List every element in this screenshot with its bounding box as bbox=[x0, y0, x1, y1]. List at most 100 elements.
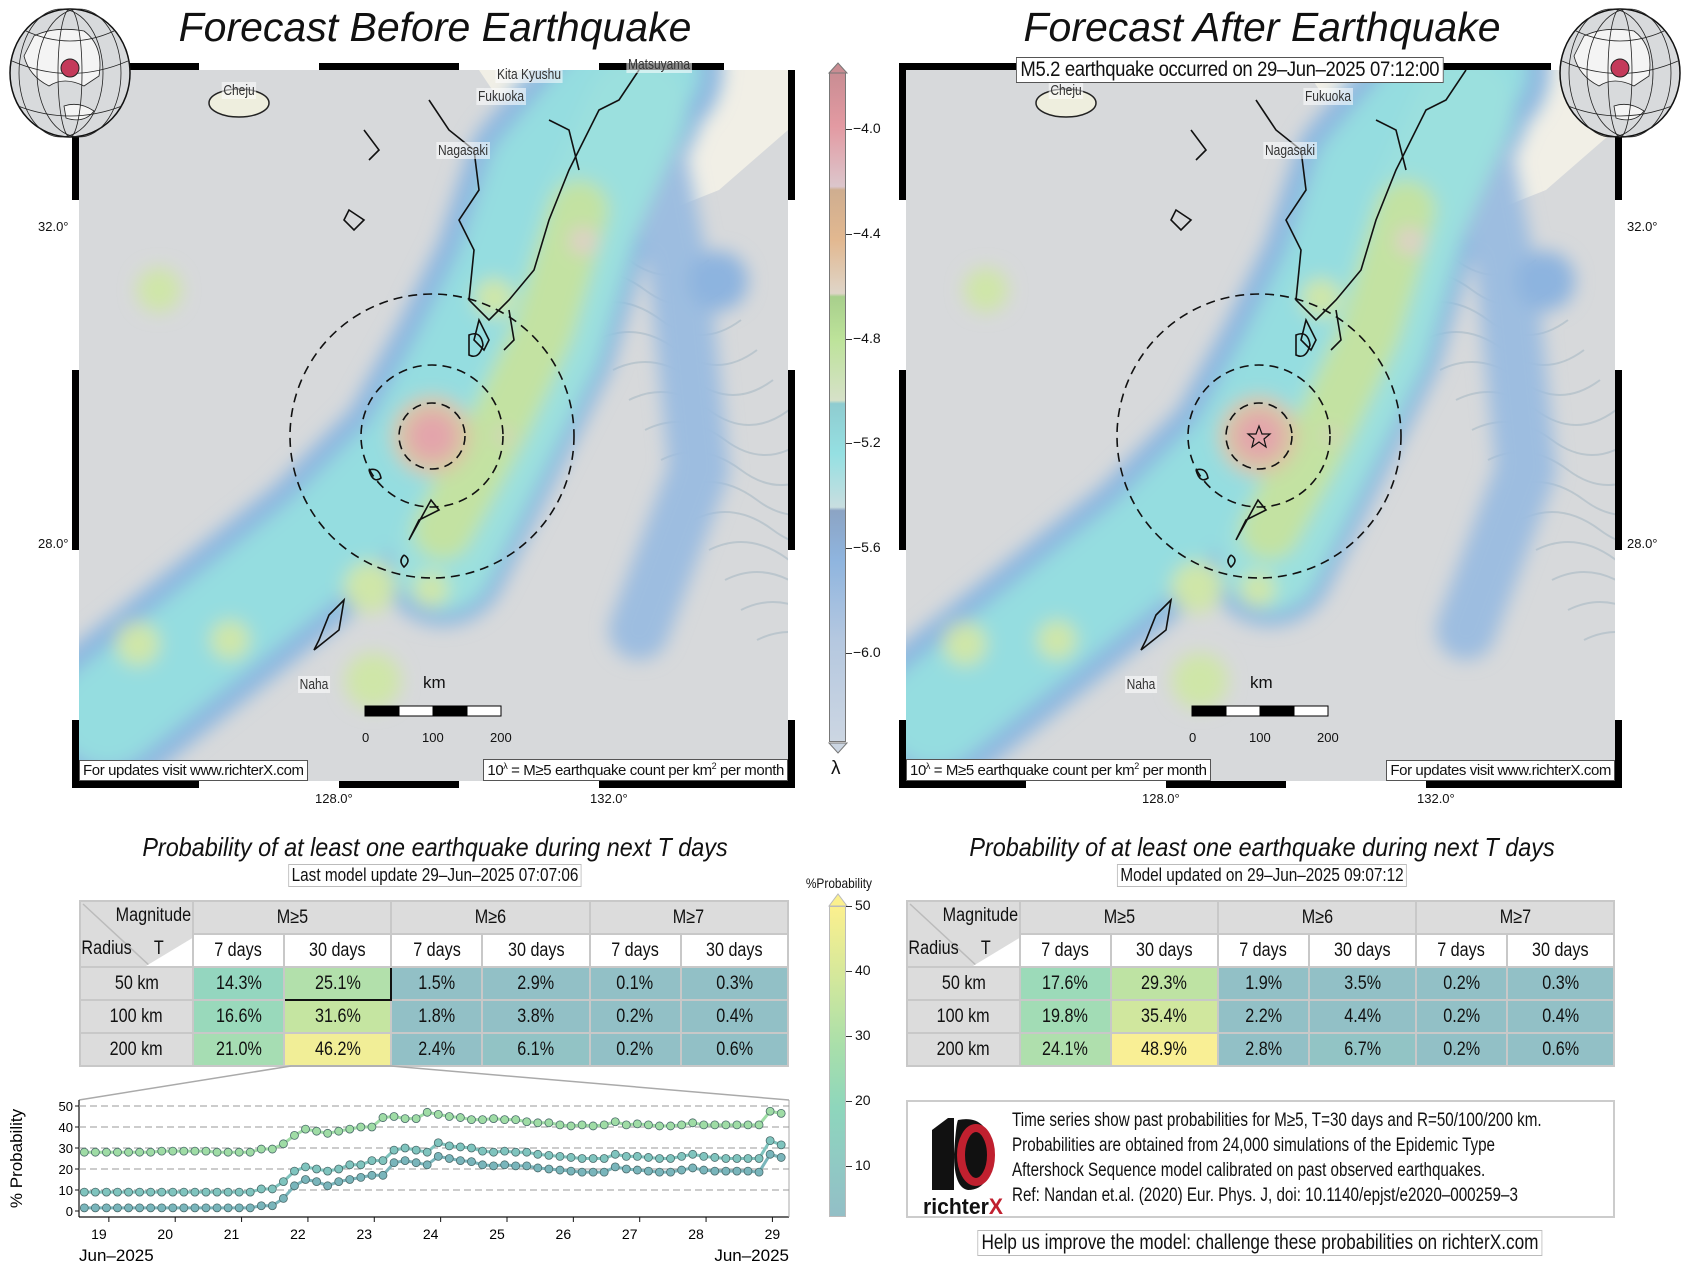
probability-value: 21.0% bbox=[215, 1038, 262, 1060]
magnitude-label: M≥7 bbox=[1499, 906, 1531, 928]
data-point bbox=[544, 1164, 554, 1174]
data-point bbox=[599, 1120, 609, 1130]
data-point bbox=[577, 1120, 587, 1130]
probability-value: 0.3% bbox=[715, 972, 753, 994]
data-point bbox=[710, 1120, 720, 1130]
data-point bbox=[378, 1113, 388, 1122]
updates-note: For updates visit www.richterX.com bbox=[1386, 760, 1615, 781]
scale-tick: 0 bbox=[1189, 730, 1197, 745]
data-point bbox=[190, 1187, 200, 1197]
data-point bbox=[655, 1167, 664, 1177]
magnitude-column-header: M≥6 bbox=[1216, 900, 1417, 935]
data-point bbox=[223, 1203, 233, 1213]
probability-cell: 25.1% bbox=[282, 966, 393, 1001]
probability-value: 31.6% bbox=[314, 1005, 361, 1027]
data-point bbox=[157, 1146, 167, 1156]
data-point bbox=[301, 1124, 310, 1134]
radius-header: Radius bbox=[908, 938, 959, 959]
probability-cell: 3.5% bbox=[1307, 966, 1417, 1001]
radius-50km-circle bbox=[398, 402, 466, 470]
data-point bbox=[334, 1177, 344, 1186]
data-point bbox=[455, 1142, 465, 1152]
lambda-note-mid: = M≥5 earthquake count per km bbox=[507, 762, 712, 779]
data-point bbox=[655, 1121, 664, 1131]
radius-label: 200 km bbox=[110, 1038, 163, 1060]
magnitude-label: M≥6 bbox=[474, 906, 507, 928]
challenge-link[interactable]: Help us improve the model: challenge the… bbox=[977, 1230, 1543, 1256]
x-tick-label: 23 bbox=[356, 1226, 372, 1242]
colorbar-tick-mark bbox=[846, 443, 852, 445]
colorbar-tick-mark bbox=[846, 1166, 852, 1167]
city-label: Nagasaki bbox=[1263, 142, 1317, 159]
series-r-50-km bbox=[79, 1149, 786, 1213]
data-point bbox=[599, 1154, 609, 1163]
probability-cell: 0.4% bbox=[679, 999, 789, 1034]
colorbar-tick-mark bbox=[846, 233, 852, 235]
data-point bbox=[212, 1187, 222, 1197]
data-point bbox=[455, 1156, 465, 1165]
data-point bbox=[356, 1122, 366, 1132]
probability-value: 0.2% bbox=[1442, 972, 1480, 994]
lambda-note: 10λ = M≥5 earthquake count per km2 per m… bbox=[906, 759, 1211, 781]
frame-tick bbox=[72, 200, 79, 370]
data-point bbox=[511, 1161, 521, 1171]
lambda-note-exp: λ bbox=[925, 761, 931, 771]
radius-circles bbox=[1116, 293, 1402, 579]
x-tick-label: 24 bbox=[423, 1226, 439, 1242]
data-point bbox=[610, 1162, 620, 1172]
svg-text:richterX: richterX bbox=[923, 1194, 1003, 1216]
period-header: 30 days bbox=[1307, 933, 1417, 968]
info-line-3: Aftershock Sequence model calibrated on … bbox=[1012, 1160, 1486, 1181]
probability-value: 0.2% bbox=[1442, 1038, 1480, 1060]
data-point bbox=[378, 1156, 388, 1165]
rate-field bbox=[79, 70, 748, 781]
probability-cell: 4.4% bbox=[1307, 999, 1417, 1034]
prob-tick-label: 40 bbox=[855, 962, 871, 978]
magnitude-label: M≥6 bbox=[1301, 906, 1333, 928]
data-point bbox=[754, 1120, 764, 1130]
data-point bbox=[234, 1203, 244, 1213]
period-header: 30 days bbox=[1505, 933, 1616, 968]
magnitude-label: M≥5 bbox=[1103, 906, 1135, 928]
left-forecast-map: Cheju Kita Kyushu Fukuoka Nagasaki Naha Matsu… bbox=[72, 56, 799, 788]
frame-tick bbox=[1026, 781, 1166, 788]
forecast-location-marker bbox=[60, 58, 80, 78]
probability-value: 25.1% bbox=[314, 972, 361, 994]
probability-value: 0.6% bbox=[715, 1038, 753, 1060]
data-point bbox=[190, 1146, 200, 1156]
data-point bbox=[743, 1166, 753, 1176]
colorbar-tick-mark bbox=[846, 338, 852, 340]
probability-value: 0.4% bbox=[1541, 1005, 1579, 1027]
radius-header: Radius bbox=[81, 938, 132, 959]
info-line-4: Ref: Nandan et.al. (2020) Eur. Phys. J, … bbox=[1012, 1185, 1518, 1206]
data-point bbox=[666, 1154, 675, 1163]
data-point bbox=[732, 1166, 742, 1176]
t-header: T bbox=[153, 938, 164, 959]
radius-100km-circle bbox=[360, 364, 504, 508]
x-tick-label: 22 bbox=[290, 1226, 306, 1242]
data-point bbox=[345, 1160, 355, 1170]
table-row: 50 km 14.3% 25.1% 1.5% 2.9% 0.1% 0.3% bbox=[79, 966, 789, 1001]
radius-cell: 100 km bbox=[906, 999, 1021, 1034]
data-point bbox=[356, 1160, 366, 1170]
data-point bbox=[644, 1120, 653, 1130]
probability-value: 0.6% bbox=[1541, 1038, 1579, 1060]
data-point bbox=[732, 1154, 742, 1163]
period-label: 7 days bbox=[1239, 939, 1288, 961]
data-point bbox=[577, 1167, 587, 1177]
frame-tick bbox=[459, 781, 599, 788]
zoom-connector bbox=[78, 1065, 790, 1101]
info-box: richterX Time series show past probabili… bbox=[906, 1100, 1615, 1218]
data-point bbox=[334, 1126, 344, 1136]
data-point bbox=[555, 1165, 565, 1175]
x-tick-label: 21 bbox=[224, 1226, 240, 1242]
magnitude-column-header: M≥6 bbox=[390, 900, 591, 935]
data-point bbox=[433, 1110, 443, 1119]
city-label: Naha bbox=[298, 676, 330, 693]
data-point bbox=[666, 1121, 675, 1131]
probability-value: 0.4% bbox=[715, 1005, 753, 1027]
radius-label: 50 km bbox=[941, 972, 986, 994]
data-point bbox=[544, 1150, 554, 1160]
data-point bbox=[356, 1173, 366, 1182]
period-header: 7 days bbox=[1414, 933, 1508, 968]
